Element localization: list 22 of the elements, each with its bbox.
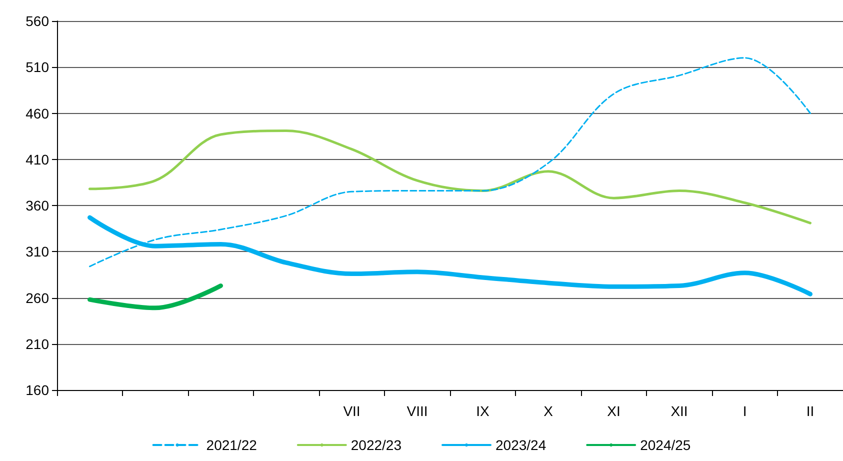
legend-label: 2022/23 [350,437,402,453]
x-tick-label: VIII [406,403,428,419]
legend-label: 2023/24 [496,437,546,453]
y-tick-label: 260 [26,290,50,306]
y-tick-label: 460 [26,105,50,122]
legend-label: 2021/22 [206,437,258,453]
y-tick-label: 360 [26,198,50,214]
y-tick-label: 210 [26,336,50,352]
x-tick-label: I [742,403,747,419]
y-tick-label: 410 [26,151,50,168]
y-tick-label: 560 [26,13,50,29]
x-tick-label: X [544,403,554,419]
x-tick-label: IX [476,403,490,419]
x-tick-label: II [806,403,814,419]
x-tick-label: XII [670,403,688,419]
y-tick-label: 160 [26,382,50,398]
legend-label: 2024/25 [640,437,691,453]
line-series [88,130,812,224]
x-tick-label: XI [607,403,620,419]
y-tick-label: 310 [26,244,50,260]
x-tick-label: VII [343,403,360,419]
y-tick-label: 510 [26,59,50,76]
